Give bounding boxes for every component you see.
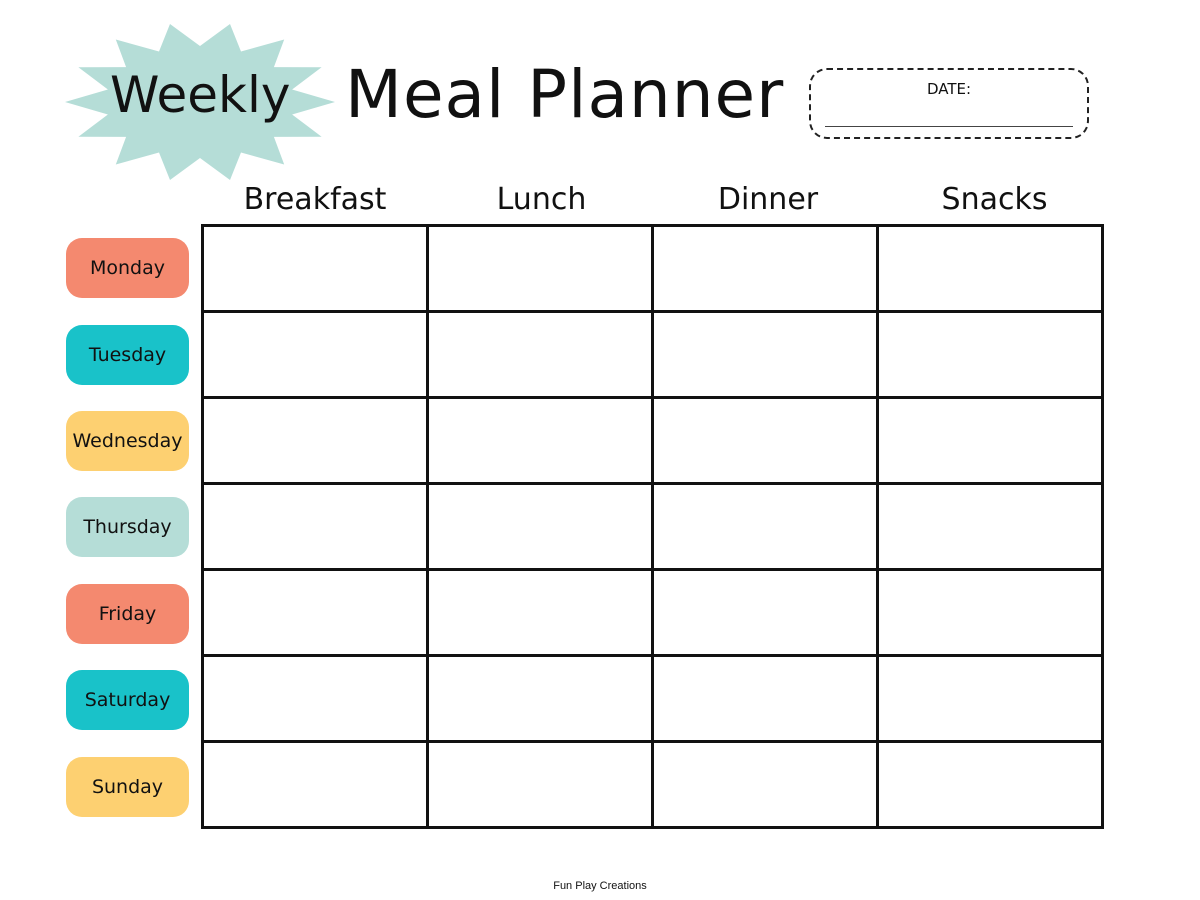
meal-cell-saturday-dinner[interactable] (651, 654, 879, 743)
meal-cell-saturday-snacks[interactable] (876, 654, 1104, 743)
meal-cell-saturday-lunch[interactable] (426, 654, 654, 743)
page-title: Meal Planner (345, 56, 785, 133)
table-row (201, 396, 1104, 485)
meal-cell-wednesday-breakfast[interactable] (201, 396, 429, 485)
meal-cell-tuesday-breakfast[interactable] (201, 310, 429, 399)
meal-cell-thursday-dinner[interactable] (651, 482, 879, 571)
meal-grid (201, 224, 1104, 829)
meal-cell-tuesday-lunch[interactable] (426, 310, 654, 399)
meal-cell-friday-snacks[interactable] (876, 568, 1104, 657)
table-row (201, 740, 1104, 829)
meal-cell-tuesday-snacks[interactable] (876, 310, 1104, 399)
meal-cell-sunday-breakfast[interactable] (201, 740, 429, 829)
date-box[interactable]: DATE: (809, 68, 1089, 139)
meal-cell-monday-snacks[interactable] (876, 224, 1104, 313)
footer-credit: Fun Play Creations (553, 880, 647, 892)
date-label: DATE: (926, 80, 972, 98)
meal-cell-thursday-breakfast[interactable] (201, 482, 429, 571)
meal-cell-friday-breakfast[interactable] (201, 568, 429, 657)
day-label-saturday: Saturday (66, 670, 189, 731)
meal-cell-wednesday-snacks[interactable] (876, 396, 1104, 485)
table-row (201, 482, 1104, 571)
meal-cell-monday-breakfast[interactable] (201, 224, 429, 313)
meal-cell-friday-dinner[interactable] (651, 568, 879, 657)
column-header-breakfast: Breakfast (243, 182, 387, 217)
day-label-sunday: Sunday (66, 756, 189, 817)
meal-cell-monday-lunch[interactable] (426, 224, 654, 313)
table-row (201, 654, 1104, 743)
column-header-lunch: Lunch (496, 182, 587, 217)
meal-cell-tuesday-dinner[interactable] (651, 310, 879, 399)
meal-cell-wednesday-lunch[interactable] (426, 396, 654, 485)
day-label-monday: Monday (66, 238, 189, 299)
table-row (201, 310, 1104, 399)
day-label-thursday: Thursday (66, 497, 189, 558)
column-header-snacks: Snacks (941, 182, 1048, 217)
table-row (201, 568, 1104, 657)
table-row (201, 224, 1104, 313)
day-label-friday: Friday (66, 583, 189, 644)
meal-cell-thursday-lunch[interactable] (426, 482, 654, 571)
meal-cell-thursday-snacks[interactable] (876, 482, 1104, 571)
meal-cell-monday-dinner[interactable] (651, 224, 879, 313)
meal-cell-saturday-breakfast[interactable] (201, 654, 429, 743)
column-header-dinner: Dinner (717, 182, 819, 217)
day-label-wednesday: Wednesday (66, 411, 189, 471)
meal-cell-sunday-dinner[interactable] (651, 740, 879, 829)
meal-cell-wednesday-dinner[interactable] (651, 396, 879, 485)
meal-cell-sunday-snacks[interactable] (876, 740, 1104, 829)
meal-cell-friday-lunch[interactable] (426, 568, 654, 657)
meal-cell-sunday-lunch[interactable] (426, 740, 654, 829)
starburst-shape (65, 24, 335, 180)
weekly-label: Weekly (110, 66, 291, 124)
day-label-tuesday: Tuesday (66, 324, 189, 385)
date-line[interactable] (825, 126, 1073, 127)
